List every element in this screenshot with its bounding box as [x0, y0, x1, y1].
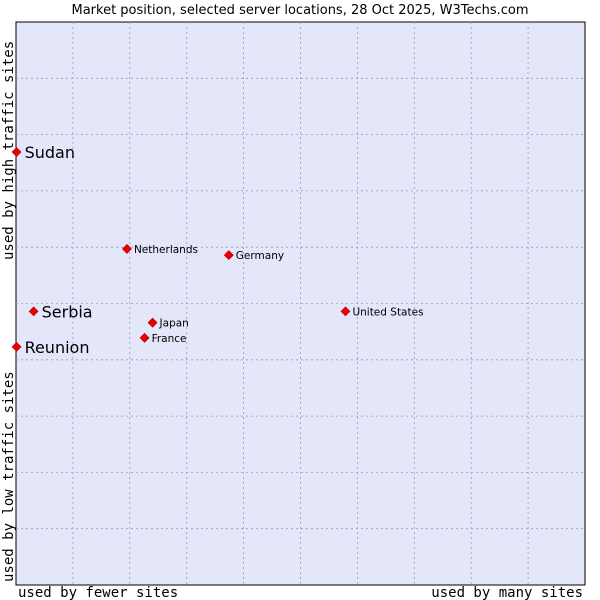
data-label-germany: Germany: [236, 250, 284, 262]
data-label-united-states: United States: [352, 306, 423, 318]
data-point-sudan: [11, 147, 22, 157]
y-axis-label-high: used by high traffic sites: [1, 41, 17, 260]
data-point-serbia: [28, 306, 39, 317]
data-label-netherlands: Netherlands: [134, 244, 198, 256]
chart-title: Market position, selected server locatio…: [71, 3, 528, 18]
data-point-france: [139, 332, 150, 343]
x-axis-label-fewer: used by fewer sites: [18, 585, 178, 600]
data-point-japan: [147, 317, 158, 328]
y-axis-label-low: used by low traffic sites: [1, 371, 17, 582]
data-point-netherlands: [122, 243, 132, 254]
x-axis-label-many: used by many sites: [431, 585, 583, 600]
data-point-reunion: [11, 341, 22, 352]
data-point-united-states: [340, 306, 351, 317]
data-label-sudan: Sudan: [25, 143, 75, 162]
data-label-japan: Japan: [159, 318, 189, 330]
data-label-france: France: [152, 333, 187, 345]
data-label-serbia: Serbia: [42, 302, 93, 321]
grid-lines: [16, 22, 585, 585]
data-point-germany: [223, 250, 234, 261]
data-label-reunion: Reunion: [25, 338, 90, 357]
data-points: Sudan Netherlands Germany Serbia United Stat…: [11, 143, 424, 357]
